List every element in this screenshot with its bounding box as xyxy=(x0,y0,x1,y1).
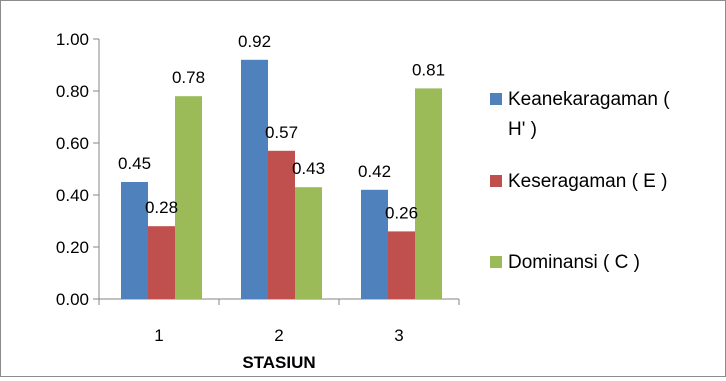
legend-swatch xyxy=(490,256,502,268)
y-tick-label: 0.80 xyxy=(56,82,89,101)
bar xyxy=(295,187,322,299)
bars xyxy=(121,60,442,299)
legend-label: H' ) xyxy=(508,119,537,140)
y-tick-label: 1.00 xyxy=(56,30,89,49)
y-tick-label: 0.60 xyxy=(56,134,89,153)
data-label: 0.45 xyxy=(118,154,151,173)
data-label: 0.57 xyxy=(265,123,298,142)
data-label: 0.92 xyxy=(238,32,271,51)
legend-label: Keseragaman ( E ) xyxy=(508,171,667,192)
bar xyxy=(361,190,388,299)
bar xyxy=(415,88,442,299)
bar xyxy=(148,226,175,299)
bar xyxy=(175,96,202,299)
legend-label: Dominansi ( C ) xyxy=(508,252,640,273)
x-tick-label: 1 xyxy=(154,326,163,345)
bar xyxy=(268,151,295,299)
x-tick-label: 3 xyxy=(394,326,403,345)
y-tick-label: 0.00 xyxy=(56,290,89,309)
x-axis: 1 2 3 xyxy=(99,299,459,345)
y-axis: 0.00 0.20 0.40 0.60 0.80 1.00 xyxy=(56,30,99,309)
bar xyxy=(121,182,148,299)
legend: Keanekaragaman ( H' ) Keseragaman ( E ) Dom… xyxy=(490,89,670,273)
x-axis-title: STASIUN xyxy=(242,353,315,372)
data-label: 0.43 xyxy=(292,159,325,178)
y-tick-label: 0.40 xyxy=(56,186,89,205)
legend-label: Keanekaragaman ( xyxy=(508,89,670,110)
bar xyxy=(388,231,415,299)
legend-swatch xyxy=(490,93,502,105)
data-label: 0.78 xyxy=(172,68,205,87)
x-tick-label: 2 xyxy=(274,326,283,345)
data-label: 0.28 xyxy=(145,198,178,217)
bar xyxy=(241,60,268,299)
data-label: 0.81 xyxy=(412,60,445,79)
data-label: 0.26 xyxy=(385,203,418,222)
data-label: 0.42 xyxy=(358,162,391,181)
legend-swatch xyxy=(490,175,502,187)
y-tick-label: 0.20 xyxy=(56,238,89,257)
